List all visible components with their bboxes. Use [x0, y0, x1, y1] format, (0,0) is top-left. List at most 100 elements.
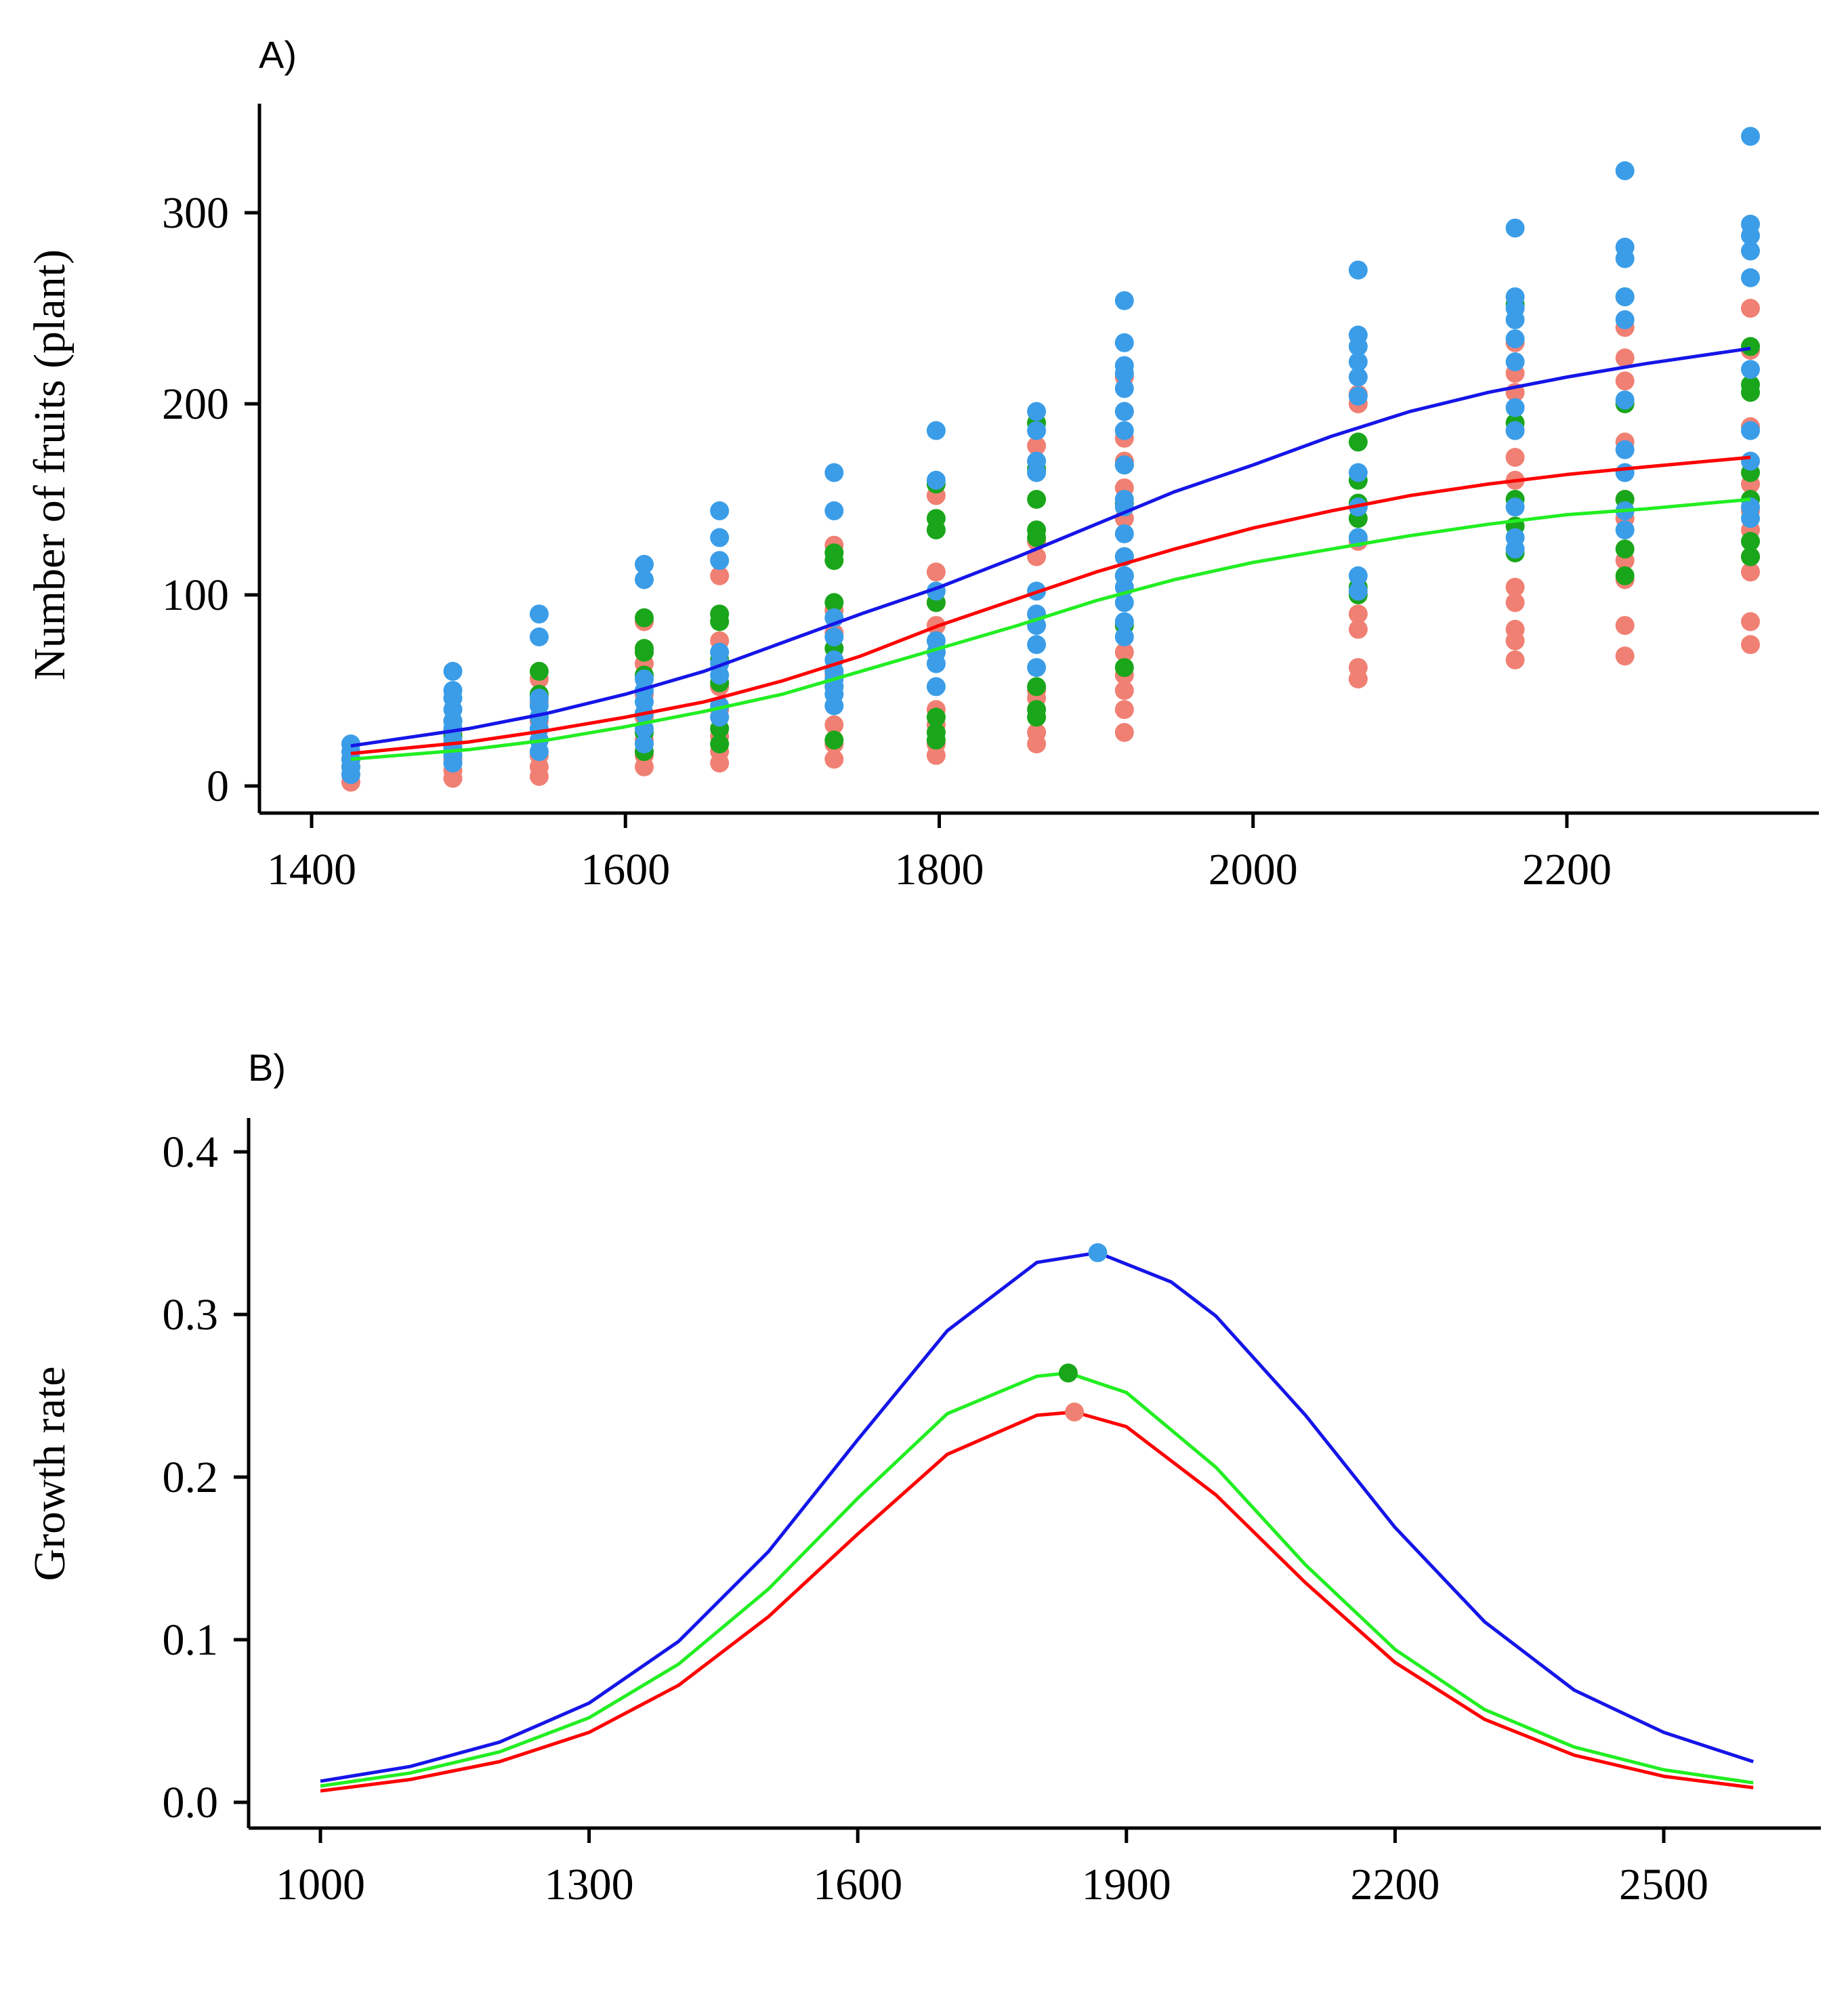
scatter-point: [926, 509, 946, 528]
scatter-point: [1114, 455, 1134, 475]
scatter-point: [710, 551, 730, 571]
y-tick-label: 100: [162, 571, 229, 620]
scatter-point: [1741, 299, 1760, 318]
scatter-point: [529, 604, 549, 624]
scatter-point: [1348, 260, 1368, 280]
scatter-point: [1741, 241, 1760, 261]
scatter-point: [824, 463, 844, 482]
scatter-point: [1027, 520, 1047, 540]
scatter-point: [529, 688, 549, 708]
scatter-point: [710, 501, 730, 520]
x-tick-label: 1800: [895, 845, 984, 894]
scatter-point: [443, 681, 463, 700]
scatter-point: [1348, 581, 1368, 601]
scatter-point: [635, 554, 654, 574]
x-tick-label: 1900: [1082, 1860, 1171, 1909]
scatter-point: [443, 661, 463, 681]
scatter-point: [1615, 440, 1635, 459]
scatter-point: [710, 604, 730, 624]
scatter-point: [1505, 329, 1525, 349]
panel-a-y-axis-title: Number of fruits (plant): [25, 249, 75, 680]
peak-point: [1058, 1363, 1078, 1383]
panel-a-curves: [350, 346, 1751, 761]
scatter-point: [1741, 547, 1760, 566]
scatter-point: [529, 627, 549, 646]
scatter-point: [1505, 497, 1525, 517]
scatter-point: [1114, 700, 1134, 720]
scatter-point: [1505, 577, 1525, 597]
scatter-point: [1615, 539, 1635, 559]
y-tick-label: 0.2: [163, 1453, 219, 1502]
fitted-curve: [350, 455, 1751, 755]
scatter-point: [635, 639, 654, 658]
scatter-point: [635, 669, 654, 689]
scatter-point: [1027, 490, 1047, 509]
scatter-point: [1505, 650, 1525, 669]
scatter-point: [926, 470, 946, 490]
panel-b-y-axis-title: Growth rate: [25, 1366, 75, 1581]
scatter-point: [1741, 635, 1760, 655]
scatter-point: [1741, 451, 1760, 471]
scatter-point: [635, 570, 654, 589]
scatter-point: [1114, 681, 1134, 700]
y-tick-label: 0.1: [163, 1615, 219, 1665]
x-tick-label: 1600: [581, 845, 670, 894]
scatter-point: [1027, 402, 1047, 421]
scatter-point: [710, 642, 730, 662]
scatter-point: [824, 730, 844, 750]
scatter-point: [1741, 214, 1760, 234]
scatter-point: [1615, 390, 1635, 410]
scatter-point: [1615, 348, 1635, 368]
scatter-point: [1348, 463, 1368, 482]
scatter-point: [1348, 432, 1368, 452]
scatter-point: [1741, 532, 1760, 551]
scatter-point: [824, 593, 844, 613]
scatter-point: [926, 723, 946, 742]
growth-curve: [320, 1410, 1754, 1793]
scatter-point: [1505, 528, 1525, 547]
scatter-point: [635, 734, 654, 753]
panel-b-label: B): [248, 1046, 286, 1089]
x-tick-label: 1000: [276, 1860, 365, 1909]
scatter-point: [926, 631, 946, 650]
scatter-point: [1348, 352, 1368, 371]
scatter-point: [926, 421, 946, 440]
scatter-point: [1027, 677, 1047, 697]
scatter-point: [1741, 612, 1760, 631]
panel-a-points: [341, 127, 1760, 792]
scatter-point: [529, 661, 549, 681]
scatter-point: [1741, 360, 1760, 379]
scatter-point: [1027, 421, 1047, 440]
scatter-point: [710, 528, 730, 547]
scatter-point: [1114, 524, 1134, 543]
scatter-point: [1615, 646, 1635, 666]
scatter-point: [1114, 421, 1134, 440]
y-tick-label: 0.0: [163, 1778, 219, 1827]
x-tick-label: 2200: [1522, 845, 1612, 894]
scatter-point: [1348, 367, 1368, 387]
scatter-point: [1505, 593, 1525, 613]
scatter-point: [1615, 310, 1635, 329]
panel-b-peaks: [1058, 1243, 1108, 1422]
scatter-point: [1615, 161, 1635, 180]
scatter-point: [1615, 566, 1635, 585]
x-tick-label: 1600: [813, 1860, 902, 1909]
scatter-point: [824, 627, 844, 646]
scatter-point: [1505, 619, 1525, 639]
scatter-point: [635, 608, 654, 627]
scatter-point: [1348, 566, 1368, 585]
scatter-point: [1505, 352, 1525, 371]
scatter-point: [1114, 627, 1134, 646]
scatter-point: [1114, 379, 1134, 398]
scatter-point: [1114, 612, 1134, 631]
scatter-point: [1348, 604, 1368, 624]
scatter-point: [1114, 356, 1134, 375]
scatter-point: [1741, 127, 1760, 146]
scatter-point: [1615, 237, 1635, 257]
x-tick-label: 2200: [1350, 1860, 1440, 1909]
scatter-point: [1741, 268, 1760, 287]
scatter-point: [824, 501, 844, 520]
y-tick-label: 300: [162, 188, 229, 238]
fitted-curve: [350, 497, 1751, 761]
